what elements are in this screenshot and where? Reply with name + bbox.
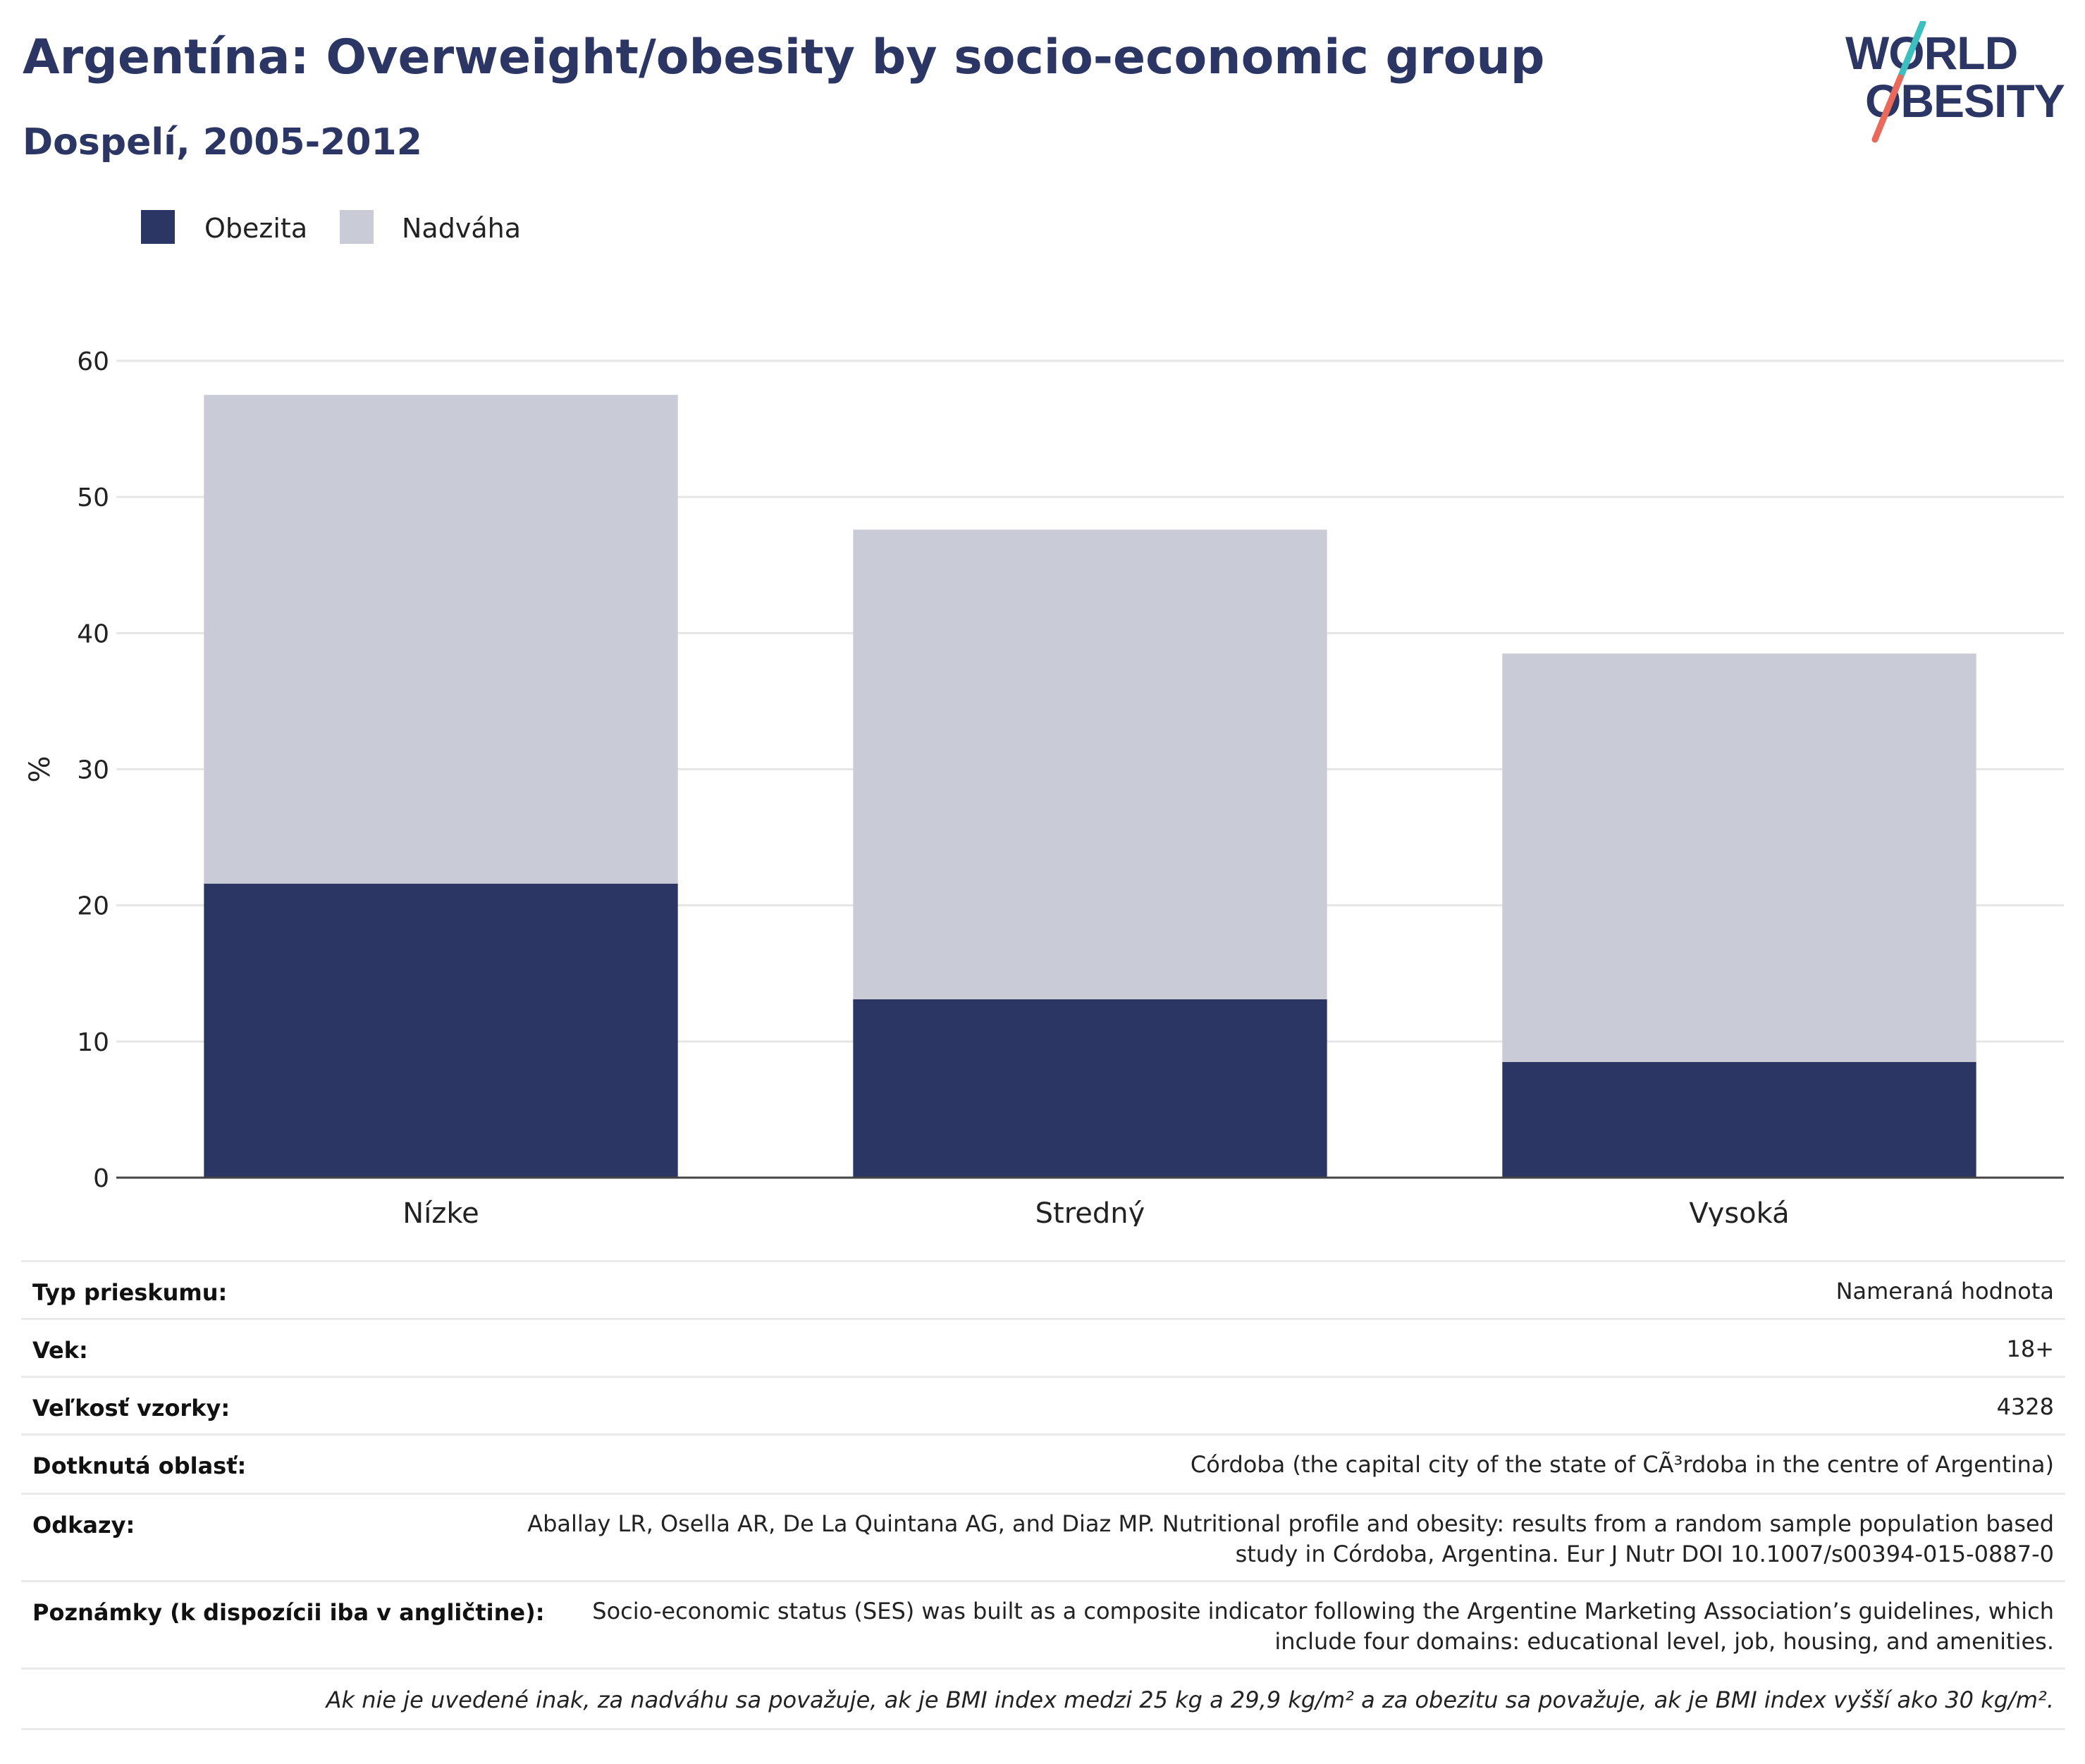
table-bottom-border <box>21 1728 2065 1730</box>
info-row-footnote: Ak nie je uvedené inak, za nadváhu sa po… <box>21 1667 2065 1730</box>
info-value: 4328 <box>1996 1393 2054 1420</box>
info-value-line: include four domains: educational level,… <box>1274 1628 2054 1655</box>
info-row-age: Vek: 18+ <box>21 1318 2065 1378</box>
info-label: Typ prieskumu: <box>32 1279 228 1306</box>
x-tick-label: Vysoká <box>1689 1197 1789 1226</box>
bar-nadváha-0 <box>204 395 678 884</box>
info-label: Odkazy: <box>32 1512 135 1538</box>
info-row-area: Dotknutá oblasť: Córdoba (the capital ci… <box>21 1433 2065 1495</box>
y-tick-label: 10 <box>77 1028 109 1057</box>
legend-swatch-obezita <box>141 210 175 244</box>
y-tick-label: 60 <box>77 347 109 376</box>
chart-subtitle: Dospelí, 2005-2012 <box>23 121 422 164</box>
info-value-line: study in Córdoba, Argentina. Eur J Nutr … <box>1235 1541 2054 1567</box>
legend-swatch-nadvaha <box>340 210 374 244</box>
logo-line1: WORLD <box>1845 27 2017 79</box>
y-tick-label: 0 <box>93 1164 109 1193</box>
info-row-survey-type: Typ prieskumu: Nameraná hodnota <box>21 1260 2065 1320</box>
bar-obezita-0 <box>204 883 678 1178</box>
info-label: Poznámky (k dispozícii iba v angličtine)… <box>32 1599 545 1626</box>
info-label: Veľkosť vzorky: <box>32 1395 230 1421</box>
info-label: Dotknutá oblasť: <box>32 1452 247 1479</box>
logo-slash-teal <box>1897 21 1926 81</box>
info-value: Nameraná hodnota <box>1835 1278 2054 1305</box>
bar-nadváha-2 <box>1502 653 1976 1062</box>
bar-obezita-1 <box>853 999 1327 1178</box>
y-axis-title: % <box>24 755 56 782</box>
info-value: Socio-economic status (SES) was built as… <box>592 1596 2054 1657</box>
info-label: Vek: <box>32 1337 88 1364</box>
info-row-sample-size: Veľkosť vzorky: 4328 <box>21 1376 2065 1436</box>
bar-obezita-2 <box>1502 1061 1976 1178</box>
legend-label-nadvaha: Nadváha <box>402 213 521 244</box>
info-row-notes: Poznámky (k dispozícii iba v angličtine)… <box>21 1580 2065 1670</box>
y-tick-label: 30 <box>77 756 109 785</box>
x-tick-label: Stredný <box>1035 1197 1145 1226</box>
world-obesity-logo: WORLD OBESITY <box>1845 21 2065 143</box>
y-tick-label: 40 <box>77 619 109 648</box>
info-value: Córdoba (the capital city of the state o… <box>1190 1451 2054 1478</box>
x-tick-label: Nízke <box>402 1197 479 1226</box>
y-tick-label: 20 <box>77 892 109 921</box>
stacked-bar-chart: 0 10 20 30 40 50 60% Nízke Stredný Vysoká <box>24 347 2064 1226</box>
info-row-references: Odkazy: Aballay LR, Osella AR, De La Qui… <box>21 1493 2065 1582</box>
bmi-footnote: Ak nie je uvedené inak, za nadváhu sa po… <box>326 1686 2054 1713</box>
chart-title: Argentína: Overweight/obesity by socio-e… <box>23 30 1545 85</box>
info-value-line: Socio-economic status (SES) was built as… <box>592 1598 2054 1624</box>
logo-slash-coral <box>1871 74 1904 143</box>
bar-nadváha-1 <box>853 529 1327 999</box>
y-tick-label: 50 <box>77 483 109 512</box>
info-value: Aballay LR, Osella AR, De La Quintana AG… <box>527 1509 2054 1569</box>
info-value-line: Aballay LR, Osella AR, De La Quintana AG… <box>527 1510 2054 1537</box>
info-value: 18+ <box>2006 1336 2054 1362</box>
legend-label-obezita: Obezita <box>204 213 308 244</box>
